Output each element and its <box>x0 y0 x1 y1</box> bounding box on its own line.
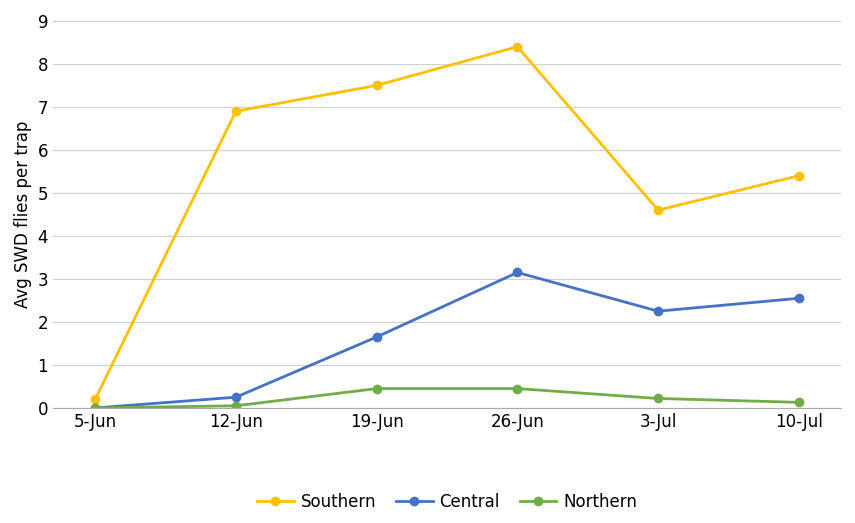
Southern <box>512 43 522 50</box>
Northern <box>372 385 382 392</box>
Legend: Southern, Central, Northern: Southern, Central, Northern <box>251 486 644 517</box>
Line: Northern: Northern <box>91 384 803 412</box>
Y-axis label: Avg SWD flies per trap: Avg SWD flies per trap <box>14 121 32 308</box>
Central <box>512 269 522 276</box>
Northern <box>512 385 522 392</box>
Southern <box>231 108 241 115</box>
Northern <box>231 403 241 409</box>
Northern <box>90 405 100 411</box>
Central <box>90 405 100 411</box>
Central <box>372 334 382 340</box>
Central <box>793 295 804 301</box>
Line: Central: Central <box>91 268 803 412</box>
Line: Southern: Southern <box>91 42 803 404</box>
Central <box>653 308 663 314</box>
Central <box>231 394 241 400</box>
Southern <box>653 207 663 213</box>
Southern <box>372 82 382 88</box>
Southern <box>90 396 100 403</box>
Northern <box>653 395 663 402</box>
Northern <box>793 399 804 405</box>
Southern <box>793 173 804 179</box>
